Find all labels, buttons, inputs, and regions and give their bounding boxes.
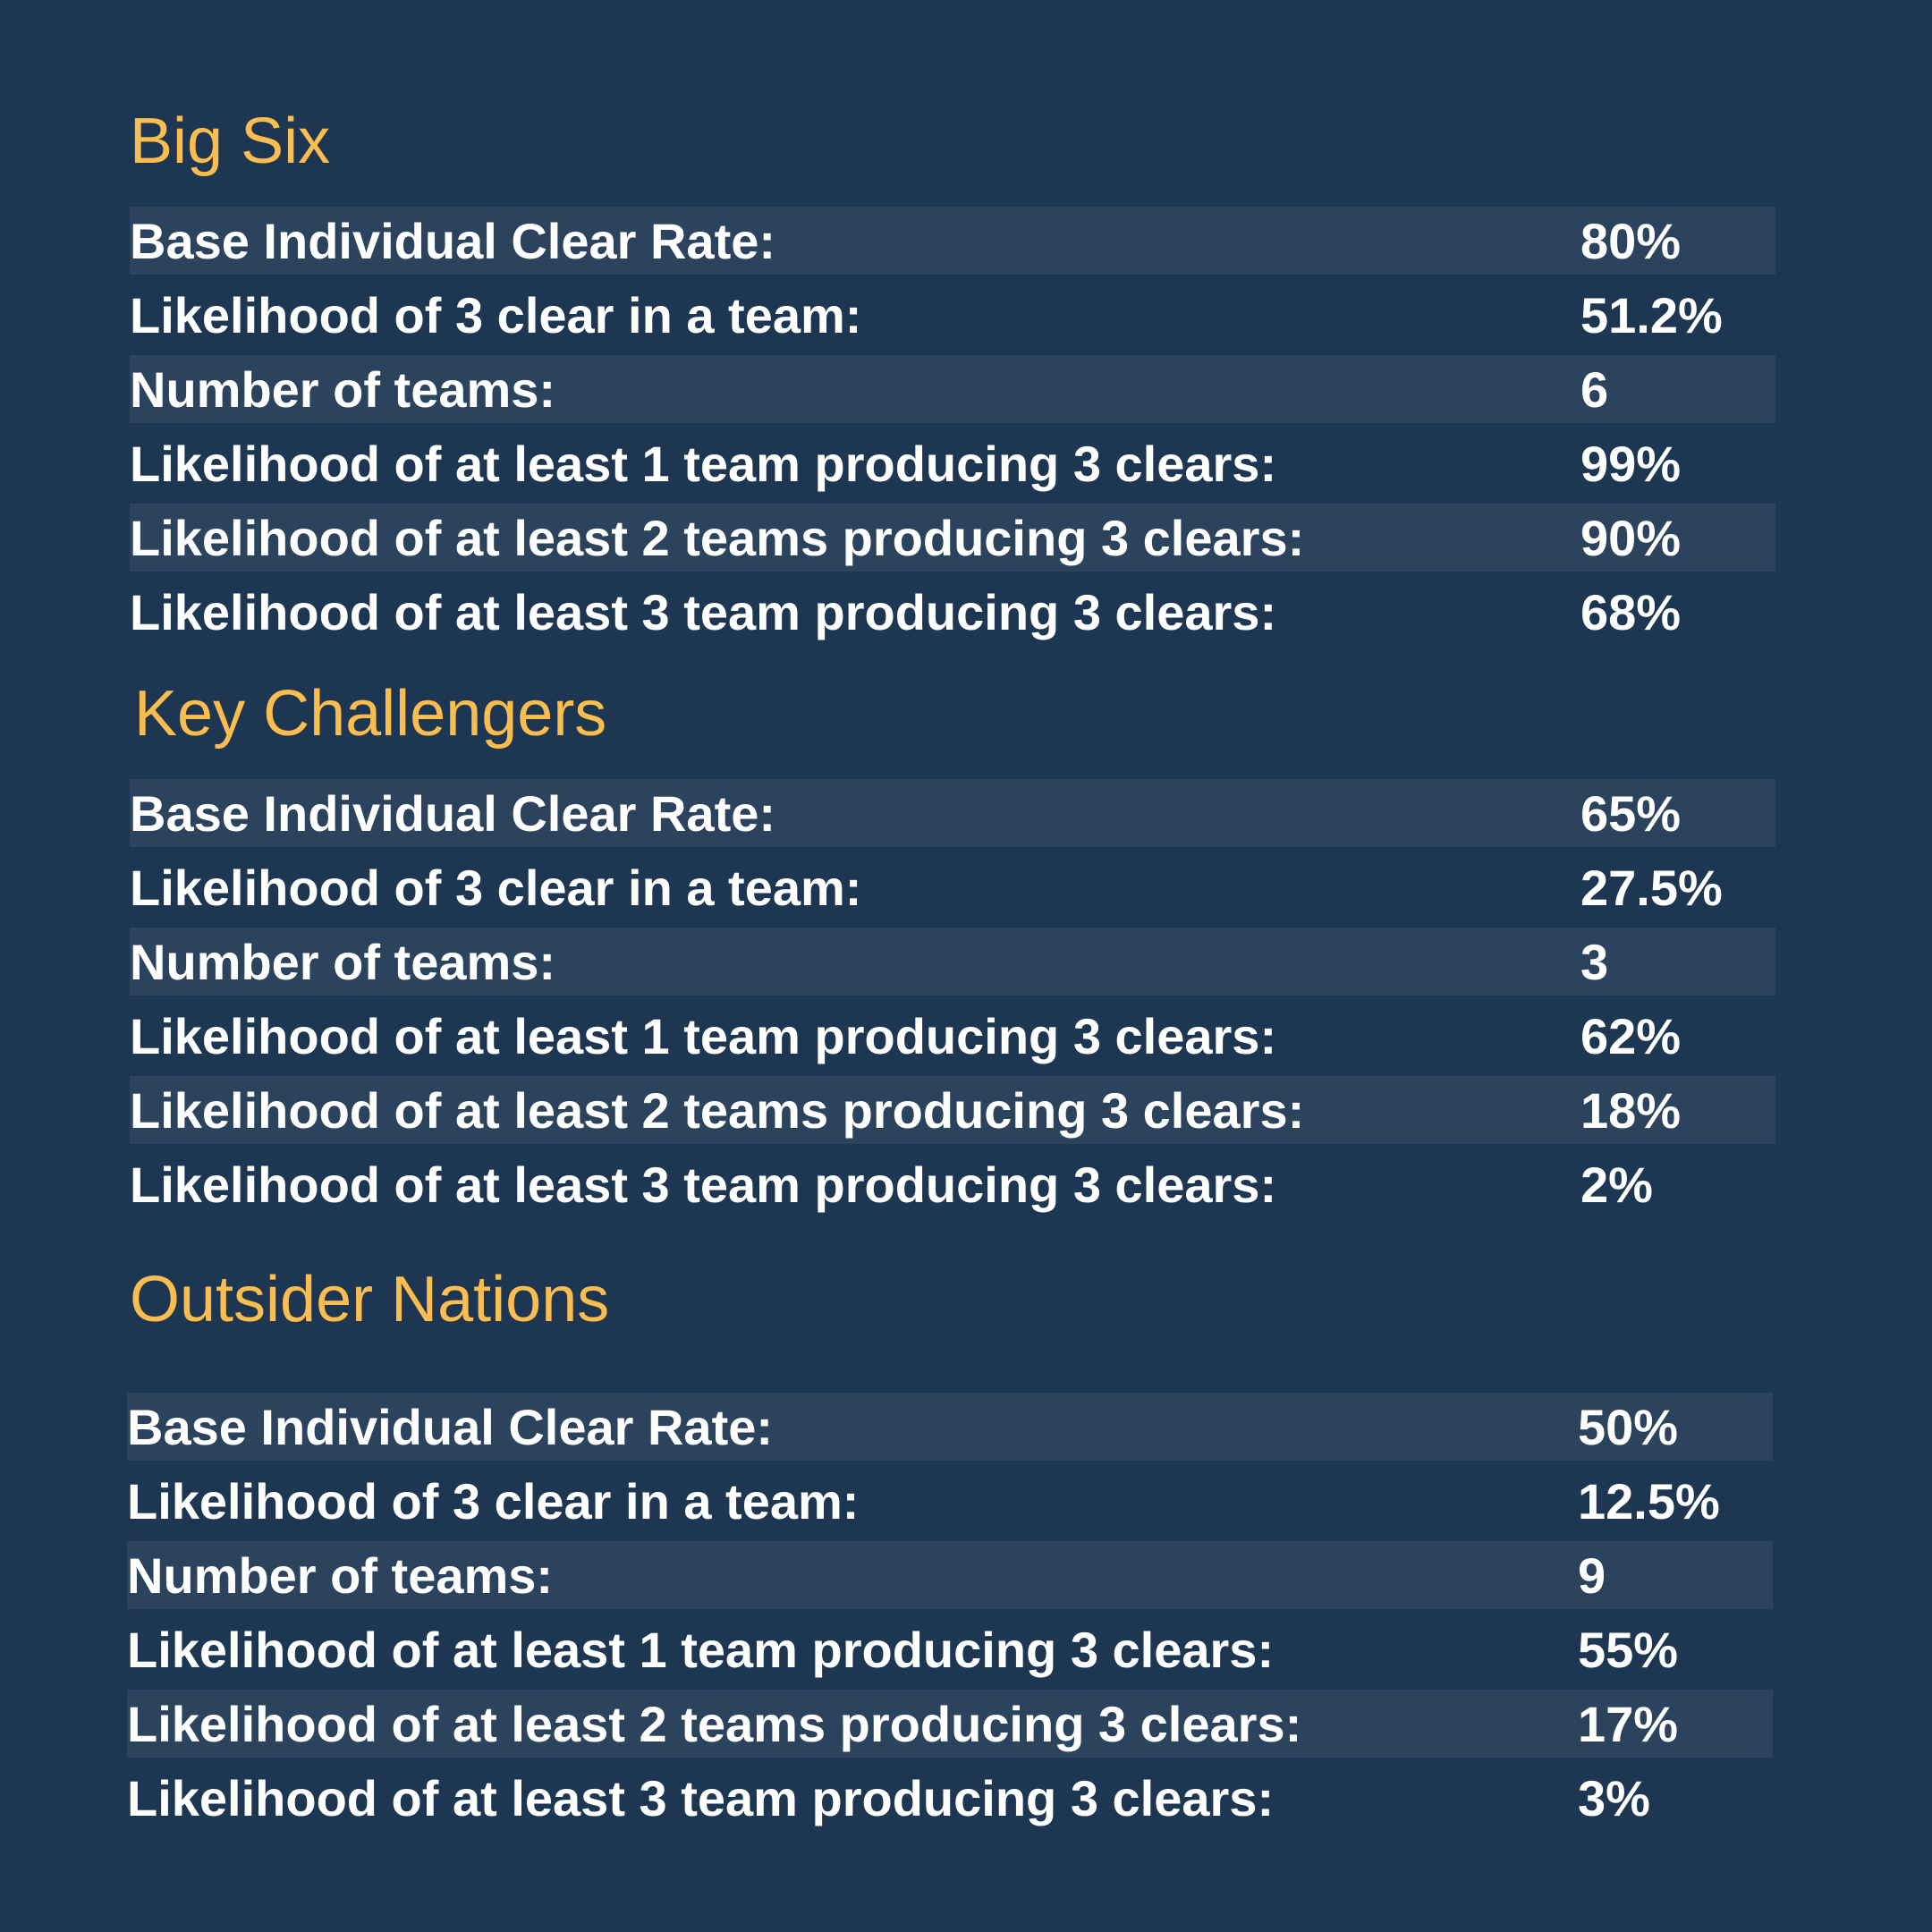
stat-value: 2% xyxy=(1580,1157,1653,1213)
stat-label: Likelihood of at least 2 teams producing… xyxy=(130,509,1305,566)
stat-label: Base Individual Clear Rate: xyxy=(130,784,776,842)
stat-value: 3% xyxy=(1578,1770,1650,1826)
stats-table: Base Individual Clear Rate: 80% Likeliho… xyxy=(130,204,1775,649)
stat-value: 50% xyxy=(1578,1398,1679,1455)
stat-row-at-least-1: Likelihood of at least 1 team producing … xyxy=(130,999,1775,1073)
stat-value: 27.5% xyxy=(1580,860,1723,916)
stat-row-base-clear-rate: Base Individual Clear Rate: 65% xyxy=(130,779,1775,847)
section-title: Key Challengers xyxy=(134,678,607,750)
stat-row-at-least-2: Likelihood of at least 2 teams producing… xyxy=(127,1690,1773,1758)
stat-row-at-least-3: Likelihood of at least 3 team producing … xyxy=(130,575,1775,649)
stat-label: Base Individual Clear Rate: xyxy=(130,212,776,269)
stat-value: 65% xyxy=(1580,784,1682,842)
stat-row-at-least-3: Likelihood of at least 3 team producing … xyxy=(127,1761,1773,1835)
stat-label: Number of teams: xyxy=(130,360,556,418)
stat-value: 55% xyxy=(1578,1622,1679,1678)
stat-row-base-clear-rate: Base Individual Clear Rate: 50% xyxy=(127,1393,1773,1461)
stat-row-team-clear-likelihood: Likelihood of 3 clear in a team: 12.5% xyxy=(127,1464,1773,1538)
stat-label: Likelihood of 3 clear in a team: xyxy=(127,1473,860,1530)
stat-row-at-least-3: Likelihood of at least 3 team producing … xyxy=(130,1148,1775,1222)
stat-value: 62% xyxy=(1580,1008,1682,1064)
stat-value: 90% xyxy=(1580,509,1682,566)
stat-value: 3 xyxy=(1580,933,1609,990)
stat-value: 99% xyxy=(1580,436,1682,492)
stats-table: Base Individual Clear Rate: 65% Likeliho… xyxy=(130,776,1775,1222)
stats-table: Base Individual Clear Rate: 50% Likeliho… xyxy=(127,1390,1773,1835)
stat-row-number-of-teams: Number of teams: 3 xyxy=(130,928,1775,996)
stat-value: 9 xyxy=(1578,1546,1606,1604)
stat-label: Number of teams: xyxy=(127,1546,554,1604)
stat-label: Likelihood of 3 clear in a team: xyxy=(130,287,862,343)
stat-row-team-clear-likelihood: Likelihood of 3 clear in a team: 51.2% xyxy=(130,278,1775,352)
stat-label: Likelihood of 3 clear in a team: xyxy=(130,860,862,916)
stat-row-at-least-1: Likelihood of at least 1 team producing … xyxy=(127,1613,1773,1687)
stat-label: Likelihood of at least 1 team producing … xyxy=(127,1622,1275,1678)
stat-row-number-of-teams: Number of teams: 9 xyxy=(127,1541,1773,1609)
stat-label: Likelihood of at least 2 teams producing… xyxy=(127,1695,1302,1752)
stat-label: Likelihood of at least 1 team producing … xyxy=(130,1008,1277,1064)
stat-row-number-of-teams: Number of teams: 6 xyxy=(130,355,1775,423)
stat-row-base-clear-rate: Base Individual Clear Rate: 80% xyxy=(130,207,1775,275)
stat-label: Likelihood of at least 2 teams producing… xyxy=(130,1081,1305,1139)
stat-label: Number of teams: xyxy=(130,933,556,990)
stat-label: Likelihood of at least 3 team producing … xyxy=(130,1157,1277,1213)
stat-row-at-least-2: Likelihood of at least 2 teams producing… xyxy=(130,1076,1775,1144)
stat-label: Base Individual Clear Rate: xyxy=(127,1398,774,1455)
stat-row-at-least-1: Likelihood of at least 1 team producing … xyxy=(130,427,1775,501)
stat-row-team-clear-likelihood: Likelihood of 3 clear in a team: 27.5% xyxy=(130,851,1775,925)
stat-value: 68% xyxy=(1580,584,1682,640)
stat-value: 12.5% xyxy=(1578,1473,1720,1530)
stat-label: Likelihood of at least 3 team producing … xyxy=(127,1770,1275,1826)
section-title: Outsider Nations xyxy=(130,1264,610,1335)
stat-value: 17% xyxy=(1578,1695,1679,1752)
stat-label: Likelihood of at least 3 team producing … xyxy=(130,584,1277,640)
stat-value: 80% xyxy=(1580,212,1682,269)
section-title: Big Six xyxy=(130,106,331,177)
stat-value: 51.2% xyxy=(1580,287,1723,343)
stat-value: 6 xyxy=(1580,360,1609,418)
stat-row-at-least-2: Likelihood of at least 2 teams producing… xyxy=(130,504,1775,572)
stat-label: Likelihood of at least 1 team producing … xyxy=(130,436,1277,492)
stat-value: 18% xyxy=(1580,1081,1682,1139)
